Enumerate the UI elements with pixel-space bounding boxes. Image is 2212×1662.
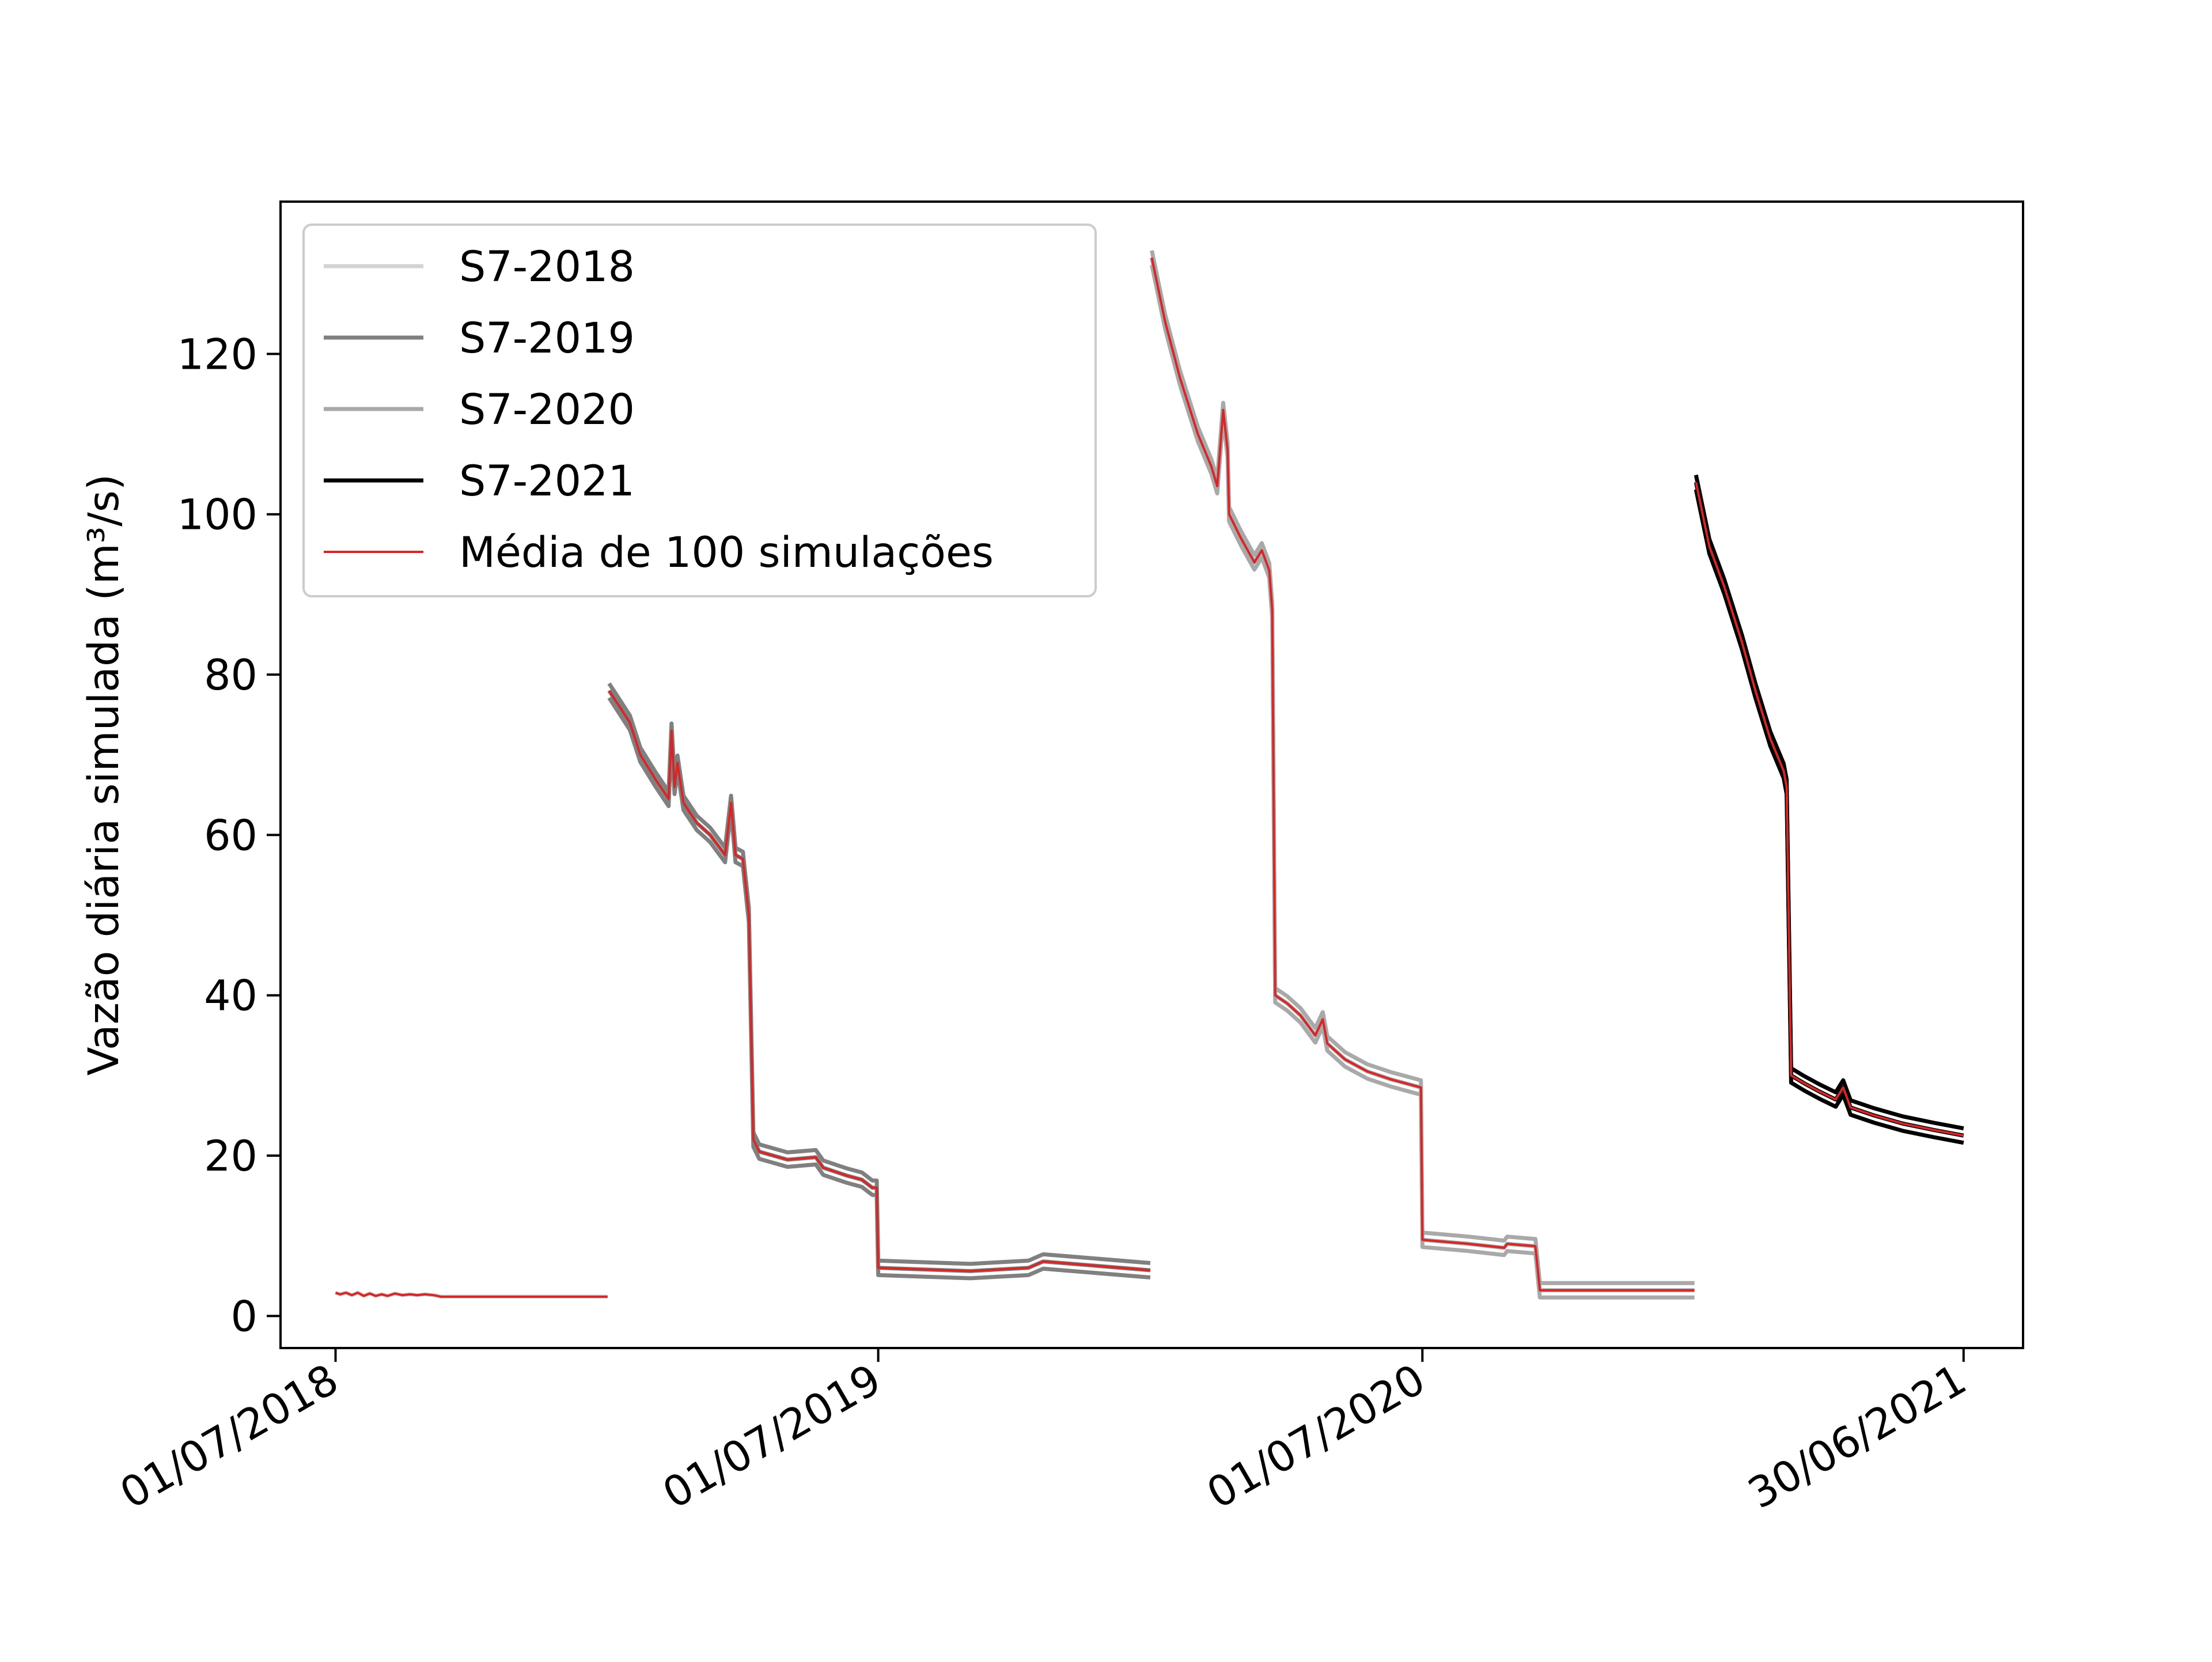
legend-label: S7-2021 (459, 457, 635, 506)
legend-item-media-de-100-simulacoes: Média de 100 simulações (324, 528, 994, 577)
y-tick-label: 0 (231, 1292, 257, 1341)
y-tick-label: 60 (204, 811, 257, 860)
legend-label: S7-2019 (459, 314, 635, 363)
y-axis-title: Vazão diária simulada (m³/s) (79, 474, 128, 1076)
series-media-de-100-simulacoes (335, 257, 1964, 1298)
mean-line-segment (608, 690, 1151, 1273)
series-band-lower (1150, 264, 1695, 1300)
series-layer (335, 250, 1964, 1300)
y-tick-label: 80 (204, 651, 257, 700)
series-band-upper (1694, 474, 1964, 1131)
legend-item-s7-2020: S7-2020 (324, 385, 635, 434)
mean-line-segment (1695, 482, 1964, 1137)
legend-label: S7-2018 (459, 243, 635, 291)
y-tick-label: 40 (204, 972, 257, 1021)
mean-line-segment (335, 1292, 608, 1298)
legend: S7-2018 S7-2019 S7-2020 S7-2021 Média de 100… (302, 224, 1097, 597)
mean-line-segment (1150, 257, 1695, 1292)
y-tick-label: 120 (177, 330, 257, 379)
legend-item-s7-2021: S7-2021 (324, 457, 635, 506)
y-tick-label: 20 (204, 1132, 257, 1181)
series-band-lower (1694, 489, 1964, 1145)
legend-box (302, 224, 1097, 597)
legend-label: Média de 100 simulações (459, 528, 994, 577)
legend-item-s7-2018: S7-2018 (324, 243, 635, 291)
y-tick-label: 100 (177, 491, 257, 540)
legend-item-s7-2019: S7-2019 (324, 314, 635, 363)
legend-label: S7-2020 (459, 385, 635, 434)
plot-frame (279, 200, 2024, 1349)
